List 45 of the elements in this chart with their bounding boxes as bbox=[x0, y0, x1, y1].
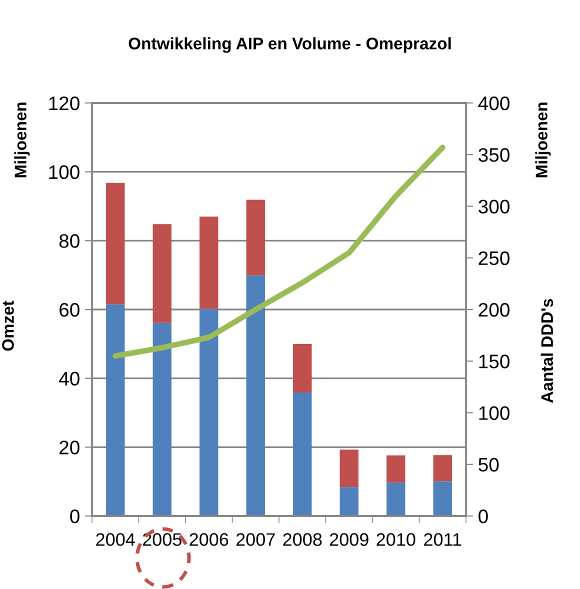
x-tick-label: 2010 bbox=[376, 533, 416, 546]
bar bbox=[106, 182, 125, 304]
y2-tick-label: 400 bbox=[478, 96, 510, 110]
bar bbox=[246, 200, 265, 276]
bar bbox=[200, 216, 218, 309]
y2-tick-label: 0 bbox=[478, 509, 488, 524]
x-tick-label: 2008 bbox=[283, 533, 322, 546]
y2-tick-label: 150 bbox=[479, 354, 510, 368]
x-tick-label: 2011 bbox=[424, 533, 462, 546]
y2-tick-label: 350 bbox=[478, 148, 510, 162]
y-tick-label: 20 bbox=[60, 440, 80, 454]
bar bbox=[106, 304, 125, 516]
bar bbox=[246, 275, 265, 516]
x-tick-label: 2004 bbox=[96, 533, 135, 546]
bar bbox=[386, 455, 406, 483]
x-tick-label: 2006 bbox=[190, 533, 228, 546]
bar bbox=[293, 344, 312, 392]
y2-tick-label: 200 bbox=[478, 302, 510, 317]
bar bbox=[152, 322, 172, 516]
x-tick-label: 2009 bbox=[330, 533, 368, 546]
y2-tick-label: 250 bbox=[478, 251, 510, 266]
text: Miljoenen bbox=[14, 102, 30, 178]
y-tick-label: 80 bbox=[59, 234, 80, 248]
chart-title: Ontwikkeling AIP en Volume - Omeprazol bbox=[128, 37, 451, 53]
y-tick-label: 100 bbox=[49, 165, 80, 180]
y-tick-label: 120 bbox=[49, 96, 80, 110]
y2-tick-label: 100 bbox=[479, 406, 510, 420]
bar bbox=[386, 482, 406, 516]
y-tick-label: 40 bbox=[59, 372, 80, 386]
y2-tick-label: 50 bbox=[478, 458, 499, 472]
bar bbox=[433, 455, 452, 482]
y-tick-label: 0 bbox=[70, 509, 80, 524]
y-axis-title: Omzet bbox=[2, 300, 14, 351]
bar bbox=[293, 392, 312, 516]
text: Miljoenen bbox=[535, 102, 551, 178]
bar bbox=[200, 308, 218, 516]
x-tick-label: 2007 bbox=[236, 533, 275, 546]
bar bbox=[433, 481, 452, 516]
bar bbox=[340, 487, 358, 516]
bar bbox=[340, 450, 358, 488]
y2-axis-title: Aantal DDD's bbox=[540, 299, 554, 403]
bar bbox=[152, 224, 172, 323]
y-tick-label: 60 bbox=[60, 302, 80, 317]
x-tick-label: 2005 bbox=[142, 533, 182, 546]
y2-tick-label: 300 bbox=[478, 200, 510, 214]
